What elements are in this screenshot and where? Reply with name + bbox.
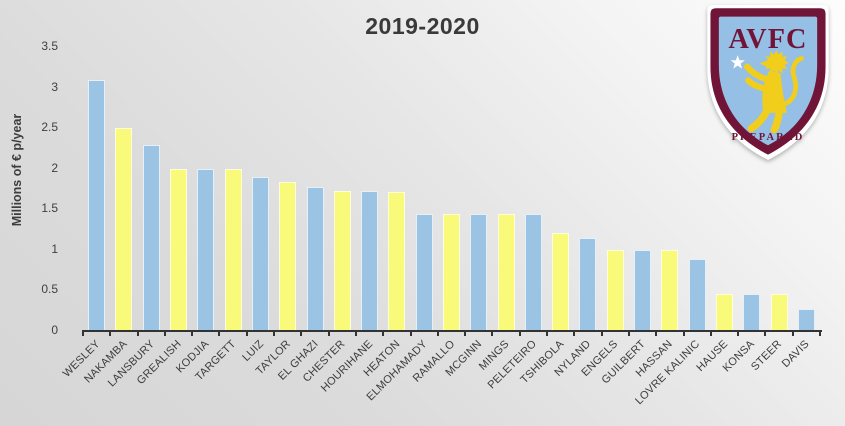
y-tick-label: 1 bbox=[51, 241, 58, 256]
y-tick-label: 2.5 bbox=[41, 120, 58, 135]
bar-lovre-kalinic bbox=[688, 258, 706, 330]
bar-luiz bbox=[251, 176, 269, 330]
x-tick-mark bbox=[627, 332, 630, 336]
x-tick-mark bbox=[655, 332, 658, 336]
bar-el-ghazi bbox=[306, 187, 324, 330]
x-tick-mark bbox=[464, 332, 467, 336]
x-tick-mark bbox=[136, 332, 139, 336]
x-tick-mark bbox=[191, 332, 194, 336]
y-tick-label: 0 bbox=[51, 323, 58, 337]
bar-konsa bbox=[743, 294, 761, 330]
x-tick-mark bbox=[600, 332, 603, 336]
bar-kodjia bbox=[197, 169, 215, 330]
x-tick-mark bbox=[573, 332, 576, 336]
bar-mings bbox=[497, 213, 515, 330]
x-tick-mark bbox=[300, 332, 303, 336]
bar-heaton bbox=[388, 192, 406, 330]
bar-lansbury bbox=[142, 145, 160, 330]
club-crest-logo: AVFC PREPARED bbox=[700, 4, 836, 162]
bar-steer bbox=[770, 294, 788, 330]
bar-mcginn bbox=[470, 213, 488, 330]
crest-motto: PREPARED bbox=[732, 132, 805, 143]
x-axis-line bbox=[82, 330, 822, 332]
x-tick-mark bbox=[737, 332, 740, 336]
bar-chester bbox=[333, 191, 351, 330]
bar-hassan bbox=[661, 250, 679, 330]
bar-hourihane bbox=[361, 191, 379, 330]
y-tick-label: 3.5 bbox=[41, 39, 58, 53]
y-tick-label: 0.5 bbox=[41, 282, 58, 297]
plot-area bbox=[83, 46, 820, 330]
bar-hause bbox=[715, 294, 733, 330]
bar-davis bbox=[797, 308, 815, 330]
bar-guilbert bbox=[634, 250, 652, 330]
y-tick-label: 3 bbox=[51, 79, 58, 94]
x-tick-mark bbox=[546, 332, 549, 336]
x-tick-mark bbox=[82, 332, 84, 336]
x-tick-mark bbox=[163, 332, 166, 336]
x-tick-mark bbox=[409, 332, 412, 336]
x-tick-mark bbox=[436, 332, 439, 336]
x-tick-mark bbox=[791, 332, 794, 336]
x-tick-mark bbox=[109, 332, 112, 336]
x-tick-mark bbox=[218, 332, 221, 336]
x-tick-mark bbox=[518, 332, 521, 336]
bar-ramallo bbox=[443, 213, 460, 330]
y-tick-label: 1.5 bbox=[41, 201, 58, 216]
bar-wesley bbox=[88, 80, 106, 330]
lion-icon bbox=[743, 50, 804, 134]
crest-initials: AVFC bbox=[729, 24, 808, 55]
x-category-label: DAVIS bbox=[779, 338, 812, 370]
x-tick-mark bbox=[354, 332, 357, 336]
x-tick-mark bbox=[764, 332, 767, 336]
x-tick-mark bbox=[273, 332, 276, 336]
x-tick-mark bbox=[245, 332, 248, 336]
bar-elmohamady bbox=[415, 213, 433, 330]
x-tick-mark bbox=[491, 332, 494, 336]
bar-nyland bbox=[579, 238, 597, 330]
x-tick-mark bbox=[327, 332, 330, 336]
bar-nakamba bbox=[115, 127, 133, 330]
y-tick-label: 2 bbox=[51, 160, 58, 175]
bar-targett bbox=[224, 169, 242, 330]
chart-title: 2019-2020 bbox=[365, 13, 480, 39]
bar-engels bbox=[606, 250, 624, 330]
x-tick-mark bbox=[382, 332, 385, 336]
bar-grealish bbox=[170, 168, 188, 330]
bar-peleteiro bbox=[524, 213, 542, 330]
x-tick-mark bbox=[819, 332, 821, 336]
x-tick-mark bbox=[682, 332, 685, 336]
bar-taylor bbox=[279, 182, 297, 330]
bar-tshibola bbox=[552, 233, 570, 330]
star-icon bbox=[730, 55, 745, 69]
x-tick-mark bbox=[709, 332, 712, 336]
